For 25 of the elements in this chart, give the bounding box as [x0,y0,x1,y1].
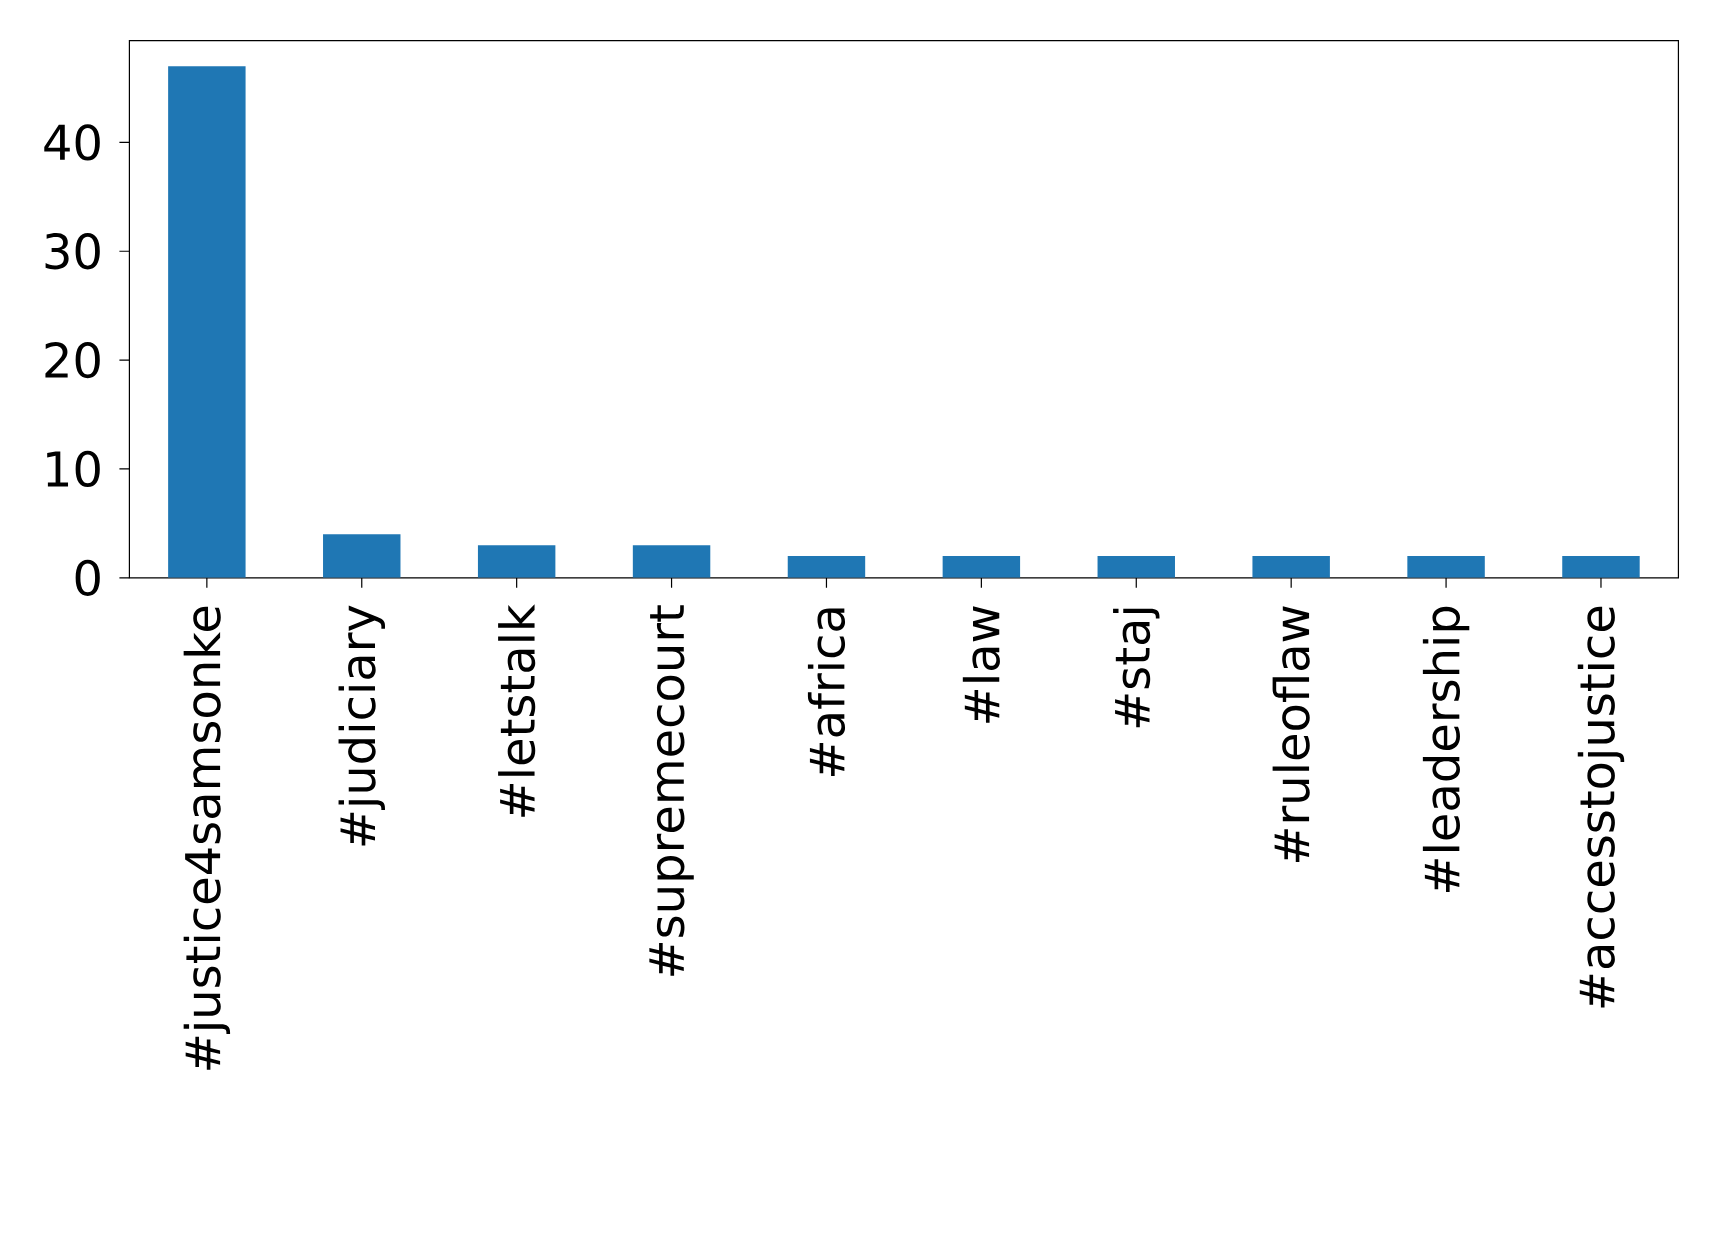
x-tick-label: #staj [1113,608,1160,728]
x-tick-label: #judiciary [338,605,385,846]
x-tick-label: #justice4samsonke [183,606,231,1070]
bar [1562,556,1640,578]
bar [787,556,866,578]
x-tick-label: #law [962,606,1000,723]
bar [1407,556,1485,578]
y-tick-label: 30 [45,233,100,270]
x-tick-label: #leadership [1422,606,1470,892]
y-tick-label: 20 [45,341,100,379]
y-tick-label: 10 [47,450,100,488]
bar [477,545,556,578]
bar [632,545,711,578]
bar [1097,556,1175,578]
x-tick-label: #letstalk [498,604,536,817]
x-tick-label: #africa [807,608,846,776]
x-tick-label: #ruleoflaw [1272,606,1310,863]
bar [168,66,246,578]
x-tick-label: #accesstojustice [1577,606,1625,1008]
bar [323,534,401,578]
y-tick-label: 40 [44,124,100,161]
y-tick-label: 0 [75,559,100,596]
bar [942,556,1021,578]
bar [1252,556,1330,578]
x-tick-label: #supremecourt [649,605,694,976]
